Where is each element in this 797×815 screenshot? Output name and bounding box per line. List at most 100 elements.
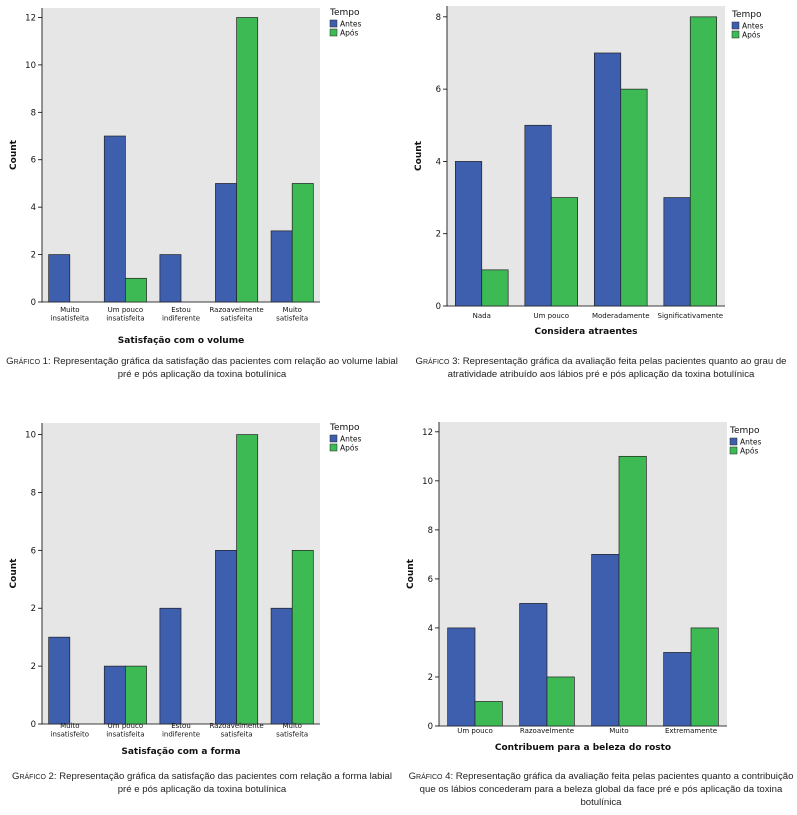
x-tick-label: Razoavelmente bbox=[209, 306, 263, 314]
chart-beleza-rosto: 0 2 4 6 8 10 12 Count Um pouco Razoavelmente Muito… bbox=[402, 415, 797, 760]
caption-lead: Gráfico 2: bbox=[11, 771, 57, 782]
y-tick-label: 0 bbox=[31, 720, 36, 730]
bar-apos-nada bbox=[481, 269, 509, 307]
y-tick-label: 8 bbox=[428, 526, 433, 536]
x-tick-label: Extremamente bbox=[665, 727, 717, 735]
y-tick-label: 12 bbox=[422, 428, 433, 438]
y-tick-label: 6 bbox=[31, 156, 36, 166]
legend-title: Tempo bbox=[329, 423, 360, 433]
caption-lead: Gráfico 3: bbox=[415, 356, 461, 367]
y-tick-label: 2 bbox=[31, 604, 36, 614]
bar-antes-um-pouco-insatisfeita bbox=[103, 135, 126, 303]
legend-title: Tempo bbox=[729, 426, 760, 436]
y-tick-label: 2 bbox=[428, 673, 433, 683]
y-tick-label: 0 bbox=[31, 298, 36, 308]
chart-svg: 0 2 4 6 8 10 12 Count Um pouco Razoavelmente Muito… bbox=[406, 422, 761, 753]
bar-antes-razoavelmente-satisfeita bbox=[215, 549, 237, 725]
bar-antes-um-pouco bbox=[524, 124, 552, 307]
legend-swatch bbox=[329, 19, 338, 28]
chart-satisfacao-forma: 0 2 2 6 8 10 Count Muito insatisfeito Um pouco ins… bbox=[0, 415, 398, 760]
x-tick-label: insatisfeita bbox=[106, 315, 144, 323]
bar-antes-razoavelmente bbox=[519, 603, 548, 727]
x-tick-label: Moderadamente bbox=[592, 312, 650, 320]
legend-title: Tempo bbox=[731, 10, 762, 20]
bar-apos-um-pouco bbox=[474, 701, 503, 727]
legend-label: Antes bbox=[740, 438, 761, 447]
chart-svg: 0 2 4 6 8 Count Nada Um pouco Moderadamente Signi… bbox=[414, 6, 763, 337]
caption-text: Representação gráfica da satisfação das … bbox=[50, 356, 398, 380]
legend-swatch bbox=[329, 434, 338, 443]
x-tick-label: Razoavelmente bbox=[209, 722, 263, 730]
legend-swatch bbox=[729, 437, 738, 446]
bar-apos-um-pouco-insatisfeita bbox=[125, 277, 147, 303]
y-axis-title: Count bbox=[9, 139, 19, 170]
bar-apos-um-pouco bbox=[550, 197, 579, 307]
y-tick-label: 10 bbox=[422, 477, 433, 487]
bar-apos-razoavelmente-satisfeita bbox=[236, 434, 259, 725]
y-tick-label: 8 bbox=[436, 13, 441, 23]
y-axis-title: Count bbox=[9, 558, 19, 589]
x-tick-label: Muito bbox=[60, 306, 79, 314]
bar-apos-razoavelmente-satisfeita bbox=[236, 17, 259, 303]
x-tick-label: Muito bbox=[609, 727, 628, 735]
x-tick-label: Muito bbox=[282, 722, 301, 730]
x-axis-title: Contribuem para a beleza do rosto bbox=[495, 743, 671, 753]
y-tick-label: 2 bbox=[31, 251, 36, 261]
y-tick-label: 4 bbox=[31, 203, 36, 213]
bar-antes-significativamente bbox=[663, 197, 691, 307]
caption-grafico-1: Gráfico 1: Representação gráfica da sati… bbox=[6, 355, 398, 381]
x-tick-label: Um pouco bbox=[108, 722, 143, 730]
x-tick-label: insatisfeita bbox=[51, 315, 89, 323]
x-tick-label: Razoavelmente bbox=[520, 727, 574, 735]
bar-antes-muito-insatisfeita bbox=[48, 254, 71, 303]
x-tick-label: satisfeita bbox=[221, 731, 253, 739]
y-tick-label: 0 bbox=[428, 722, 433, 732]
x-tick-label: satisfeita bbox=[221, 315, 253, 323]
legend-swatch bbox=[729, 446, 738, 455]
caption-text: Representação gráfica da avaliação feita… bbox=[419, 771, 794, 808]
caption-lead: Gráfico 1: bbox=[6, 356, 51, 367]
bar-antes-moderadamente bbox=[593, 52, 622, 307]
bar-antes-estou-indiferente bbox=[159, 254, 182, 303]
legend-swatch bbox=[731, 21, 740, 30]
x-tick-label: Estou bbox=[171, 306, 191, 314]
chart-satisfacao-volume: 0 2 4 6 8 10 12 Count Muito insatisfeita Um pouco i… bbox=[0, 0, 398, 346]
bar-apos-significativamente bbox=[689, 16, 718, 307]
x-tick-label: Um pouco bbox=[108, 306, 143, 314]
legend-label: Após bbox=[340, 29, 358, 38]
caption-grafico-4: Gráfico 4: Representação gráfica da aval… bbox=[408, 770, 794, 809]
y-tick-label: 2 bbox=[436, 230, 441, 240]
legend-label: Após bbox=[340, 444, 358, 453]
bar-antes-muito-insatisfeito bbox=[48, 636, 71, 725]
y-tick-label: 12 bbox=[25, 13, 36, 23]
y-tick-label: 6 bbox=[31, 546, 36, 556]
y-axis-title: Count bbox=[414, 140, 424, 171]
bar-apos-um-pouco-insatisfeita bbox=[125, 665, 147, 725]
x-tick-label: Um pouco bbox=[457, 727, 492, 735]
bar-apos-muito-satisfeita bbox=[291, 183, 314, 303]
legend-label: Após bbox=[742, 31, 760, 40]
legend-label: Após bbox=[740, 447, 758, 456]
x-tick-label: Um pouco bbox=[534, 312, 569, 320]
x-tick-label: Muito bbox=[60, 722, 79, 730]
legend-label: Antes bbox=[340, 20, 361, 29]
bar-antes-um-pouco-insatisfeita bbox=[103, 665, 126, 725]
y-tick-label: 6 bbox=[436, 85, 441, 95]
x-tick-label: Estou bbox=[171, 722, 191, 730]
x-axis-title: Considera atraentes bbox=[535, 327, 638, 337]
x-axis-title: Satisfação com a forma bbox=[121, 747, 240, 757]
bar-apos-muito-satisfeita bbox=[291, 549, 314, 725]
y-tick-label: 4 bbox=[428, 624, 433, 634]
x-tick-label: satisfeita bbox=[276, 315, 308, 323]
caption-lead: Gráfico 4: bbox=[408, 771, 454, 782]
caption-grafico-3: Gráfico 3: Representação gráfica da aval… bbox=[408, 355, 794, 381]
legend-title: Tempo bbox=[329, 8, 360, 18]
bar-antes-extremamente bbox=[663, 652, 692, 727]
x-tick-label: Muito bbox=[282, 306, 301, 314]
x-tick-label: Significativamente bbox=[658, 312, 724, 320]
legend-label: Antes bbox=[340, 435, 361, 444]
